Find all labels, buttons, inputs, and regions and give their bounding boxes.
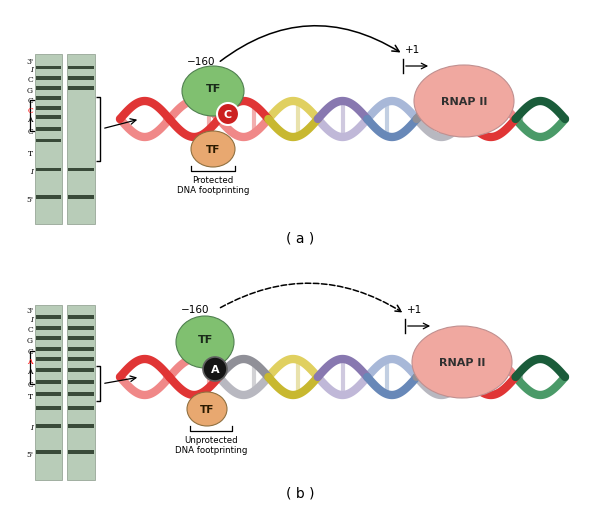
Bar [36,368,61,372]
Text: C: C [27,380,33,388]
Bar [68,347,94,351]
FancyArrowPatch shape [220,284,401,312]
Bar [36,358,61,361]
Text: TF: TF [200,404,214,414]
Bar [36,67,61,70]
Text: TF: TF [205,84,221,94]
Bar [68,368,94,372]
Text: −160: −160 [181,305,209,315]
Bar [36,168,61,172]
Text: 5': 5' [26,450,33,458]
Bar [67,306,95,480]
Text: Unprotected
DNA footprinting: Unprotected DNA footprinting [175,435,247,454]
Bar [35,55,62,225]
Circle shape [217,104,239,126]
Bar [68,407,94,410]
Bar [36,407,61,410]
Bar [36,392,61,396]
Text: I: I [30,424,33,432]
Bar [36,139,61,143]
Text: −160: −160 [187,57,215,67]
Bar [36,326,61,330]
Bar [68,195,94,199]
Bar [36,336,61,340]
Ellipse shape [191,132,235,168]
Bar [36,116,61,119]
Bar [36,97,61,100]
Bar [68,392,94,396]
Ellipse shape [176,316,234,368]
Text: A: A [211,364,220,374]
Ellipse shape [414,66,514,138]
Text: C: C [224,110,232,120]
Text: 3': 3' [26,58,33,66]
Text: G: G [27,86,33,94]
Text: C: C [27,127,33,135]
Bar [36,87,61,90]
Text: C: C [27,76,33,84]
Bar [68,87,94,90]
Text: T: T [28,392,33,400]
Bar [67,55,95,225]
Text: A: A [28,358,33,365]
Text: RNAP II: RNAP II [441,97,487,107]
Bar [68,168,94,172]
Text: 5': 5' [26,195,33,203]
Text: A: A [28,368,33,376]
Bar [36,424,61,428]
Bar [36,77,61,80]
Text: C: C [27,97,33,105]
Bar [36,380,61,384]
Bar [36,347,61,351]
Bar [68,336,94,340]
Bar [36,316,61,319]
Ellipse shape [187,392,227,426]
Text: TF: TF [206,145,220,155]
Ellipse shape [412,326,512,398]
Text: ( a ): ( a ) [286,231,314,244]
Bar [68,424,94,428]
Bar [68,77,94,80]
Text: I: I [30,66,33,74]
Text: TF: TF [197,334,212,344]
Text: I: I [30,316,33,323]
Bar [68,326,94,330]
Bar [36,195,61,199]
Text: ( b ): ( b ) [286,486,314,500]
Text: C: C [27,107,33,115]
Text: Protected
DNA footprinting: Protected DNA footprinting [177,176,249,195]
Bar [35,306,62,480]
Bar [36,127,61,131]
Text: RNAP II: RNAP II [439,358,485,367]
Text: G: G [27,336,33,344]
Bar [36,107,61,111]
Bar [68,380,94,384]
Text: A: A [28,115,33,123]
Text: C: C [27,347,33,355]
Bar [68,358,94,361]
Bar [68,450,94,454]
Text: +1: +1 [405,45,420,55]
Circle shape [203,358,227,381]
Bar [68,316,94,319]
Text: I: I [30,168,33,176]
Text: C: C [27,326,33,334]
Ellipse shape [182,67,244,117]
Text: 3': 3' [26,307,33,315]
Text: +1: +1 [407,305,422,315]
Bar [36,450,61,454]
Text: T: T [28,149,33,157]
FancyArrowPatch shape [220,27,399,62]
Bar [68,67,94,70]
